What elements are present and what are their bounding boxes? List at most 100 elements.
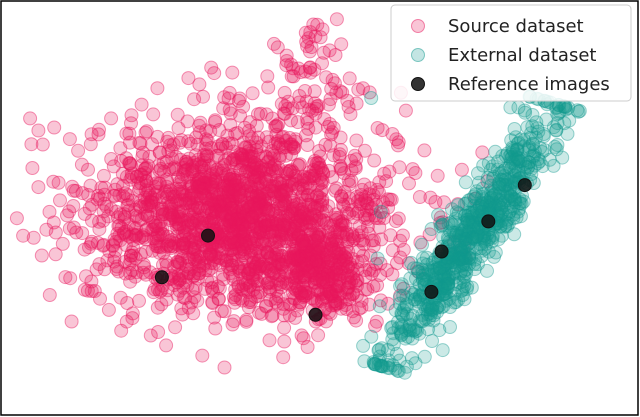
source-dataset-point-401 <box>284 227 299 242</box>
source-dataset-point-2184 <box>259 107 274 122</box>
source-dataset-point-1469 <box>282 246 297 261</box>
source-dataset-point-213 <box>207 214 222 229</box>
source-dataset-point-1513 <box>48 247 63 262</box>
source-dataset-point-2217 <box>303 60 318 75</box>
source-dataset-point-1214 <box>172 255 187 270</box>
source-dataset-point-262 <box>197 188 212 202</box>
source-dataset-point-247 <box>303 206 317 221</box>
source-dataset-point-227 <box>66 183 81 198</box>
source-dataset-point-1097 <box>265 224 280 239</box>
source-dataset-point-1502 <box>294 328 309 343</box>
source-dataset-point-1544 <box>367 153 382 168</box>
source-dataset-point-45 <box>383 192 398 207</box>
source-dataset-point-283 <box>175 226 190 241</box>
source-dataset-point-1579 <box>121 203 136 218</box>
source-dataset-point-895 <box>232 264 247 279</box>
source-dataset-point-1551 <box>68 183 83 198</box>
source-dataset-point-170 <box>199 175 214 190</box>
source-dataset-point-533 <box>268 163 283 178</box>
source-dataset-point-1309 <box>296 173 311 188</box>
source-dataset-point-2072 <box>276 301 291 316</box>
source-dataset-point-232 <box>226 144 241 159</box>
source-dataset-point-348 <box>313 198 328 213</box>
source-dataset-point-41 <box>225 168 240 183</box>
source-dataset-point-175 <box>348 161 363 176</box>
source-dataset-point-1178 <box>227 237 242 251</box>
source-dataset-point-159 <box>146 222 161 237</box>
source-dataset-point-764 <box>160 175 175 190</box>
source-dataset-point-992 <box>243 154 258 169</box>
source-dataset-point-978 <box>324 127 339 142</box>
source-dataset-point-1277 <box>275 176 290 191</box>
source-dataset-point-1196 <box>260 276 275 291</box>
source-dataset-point-44 <box>65 179 80 194</box>
source-dataset-point-631 <box>190 137 205 152</box>
source-dataset-point-1198 <box>146 107 161 122</box>
source-dataset-point-1568 <box>107 254 121 269</box>
source-dataset-point-748 <box>223 212 238 227</box>
source-dataset-point-100 <box>219 254 234 268</box>
source-dataset-point-476 <box>166 239 181 254</box>
source-dataset-point-499 <box>214 206 229 221</box>
source-dataset-point-1006 <box>133 247 148 262</box>
source-dataset-point-19 <box>198 141 213 156</box>
source-dataset-point-139 <box>192 250 207 265</box>
source-dataset-point-1161 <box>276 220 291 235</box>
source-dataset-point-177 <box>187 266 202 281</box>
external-dataset-point-752 <box>370 251 385 266</box>
source-dataset-point-1188 <box>310 178 325 193</box>
source-dataset-point-1382 <box>301 197 316 212</box>
source-dataset-point-782 <box>279 233 294 248</box>
source-dataset-point-364 <box>277 308 291 323</box>
source-dataset-point-833 <box>333 162 348 177</box>
source-dataset-point-1304 <box>227 204 242 219</box>
source-dataset-point-413 <box>254 214 269 229</box>
source-dataset-point-1364 <box>252 191 267 206</box>
source-dataset-point-984 <box>120 198 135 213</box>
source-dataset-point-931 <box>362 208 377 223</box>
source-dataset-point-1031 <box>122 229 137 244</box>
source-dataset-point-853 <box>203 168 218 183</box>
source-dataset-point-1248 <box>322 225 337 240</box>
source-dataset-point-582 <box>143 265 158 280</box>
source-dataset-point-1328 <box>249 140 264 155</box>
source-dataset-point-1344 <box>208 171 222 186</box>
source-dataset-point-1070 <box>288 244 303 258</box>
source-dataset-point-1459 <box>282 164 297 179</box>
source-dataset-point-673 <box>287 177 302 192</box>
source-dataset-point-1368 <box>260 186 275 201</box>
source-dataset-point-453 <box>25 161 40 175</box>
source-dataset-point-763 <box>261 261 276 276</box>
source-dataset-point-595 <box>259 201 274 216</box>
source-dataset-point-729 <box>85 197 99 212</box>
source-dataset-point-233 <box>42 204 57 219</box>
source-dataset-point-1147 <box>293 229 308 244</box>
source-dataset-point-579 <box>163 241 178 256</box>
source-dataset-point-1445 <box>239 314 254 329</box>
source-dataset-point-1517 <box>196 158 211 173</box>
source-dataset-point-375 <box>269 216 284 231</box>
source-dataset-point-198 <box>258 200 273 215</box>
source-dataset-point-23 <box>260 245 275 259</box>
source-dataset-point-1455 <box>180 220 195 235</box>
source-dataset-point-2186 <box>300 111 315 126</box>
source-dataset-point-512 <box>302 235 317 250</box>
source-dataset-point-1319 <box>344 174 359 188</box>
source-dataset-point-446 <box>230 126 245 140</box>
source-dataset-point-1291 <box>210 190 225 205</box>
source-dataset-point-1477 <box>249 215 264 230</box>
source-dataset-point-1437 <box>276 258 290 273</box>
source-dataset-point-949 <box>315 174 330 189</box>
external-dataset-point-699 <box>432 298 447 313</box>
external-dataset-point-718 <box>517 139 532 154</box>
source-dataset-point-1491 <box>192 118 207 133</box>
source-dataset-point-2172 <box>321 97 336 112</box>
source-dataset-point-972 <box>92 222 107 237</box>
external-dataset-point-527 <box>431 208 446 223</box>
source-dataset-point-234 <box>275 217 290 232</box>
external-dataset-point-457 <box>432 323 447 338</box>
source-dataset-point-1613 <box>241 300 256 315</box>
source-dataset-point-362 <box>196 89 210 104</box>
source-dataset-point-410 <box>113 290 128 305</box>
